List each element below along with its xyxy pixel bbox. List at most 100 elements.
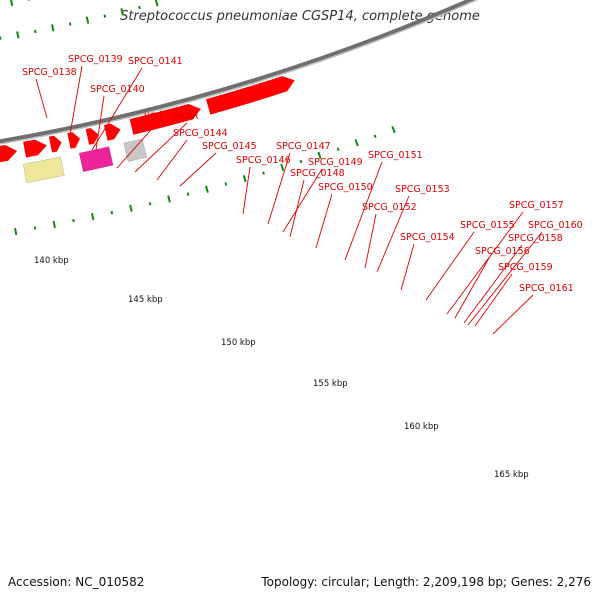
label-leaders	[35, 65, 543, 335]
gene-label: SPCG_0154	[400, 232, 455, 243]
scale-tick	[242, 175, 247, 183]
scale-label: 150 kbp	[221, 338, 256, 348]
label-leader-line	[364, 213, 377, 269]
gene-label: SPCG_0148	[290, 168, 345, 179]
scale-tick	[33, 226, 37, 230]
accession-text: Accession: NC_010582	[8, 575, 145, 589]
label-leader-line	[315, 193, 333, 249]
scale-tick	[280, 163, 285, 171]
scale-tick	[186, 192, 190, 196]
scale-tick	[10, 0, 14, 7]
gene-arrow	[23, 139, 47, 158]
label-leader-line	[95, 95, 105, 151]
label-leader-line	[400, 243, 415, 291]
scale-tick	[154, 0, 159, 7]
scale-tick	[14, 227, 18, 236]
scale-tick	[27, 0, 30, 1]
label-leader-line	[474, 273, 513, 327]
gene-label: SPCG_0149	[308, 157, 363, 168]
gene-arrow	[67, 132, 80, 149]
scale-label: 140 kbp	[34, 256, 69, 266]
gene-arrow	[129, 104, 201, 135]
gene-label: SPCG_0145	[202, 141, 257, 152]
scale-tick	[336, 147, 340, 152]
gene-label: SPCG_0147	[276, 141, 331, 152]
gene-arrow	[104, 123, 121, 141]
gene-label: SPCG_0153	[395, 184, 450, 195]
feature-block	[123, 138, 148, 162]
label-leader-line	[156, 139, 188, 181]
scale-tick	[16, 31, 20, 39]
label-leader-line	[344, 161, 383, 261]
feature-tracks	[23, 138, 148, 184]
gene-label: SPCG_0161	[519, 283, 574, 294]
genome-backbone	[0, 0, 479, 145]
gene-label: SPCG_0158	[508, 233, 563, 244]
backbone-arc	[0, 0, 479, 145]
label-leader-line	[68, 65, 83, 141]
label-leader-line	[134, 122, 188, 173]
label-leader-line	[454, 257, 490, 319]
gene-arrows	[0, 76, 295, 163]
scale-tick	[317, 151, 322, 160]
feature-block	[78, 146, 114, 172]
scale-tick	[148, 202, 152, 206]
scale-label: 165 kbp	[494, 470, 529, 480]
scale-tick	[51, 24, 55, 32]
scale-tick	[120, 8, 124, 16]
gene-label: SPCG_0152	[362, 202, 417, 213]
scale-tick	[129, 204, 133, 212]
label-leader-line	[492, 294, 534, 335]
gene-label: SPCG_0156	[475, 246, 530, 257]
scale-tick	[354, 139, 359, 147]
gene-label: SPCG_0160	[528, 220, 583, 231]
scale-tick	[68, 22, 72, 26]
gene-arrow	[0, 145, 18, 163]
gene-label: SPCG_0144	[173, 128, 228, 139]
scale-tick	[34, 29, 37, 34]
scale-tick	[103, 14, 107, 18]
scale-tick	[0, 36, 2, 40]
gene-label: mutR	[173, 111, 199, 122]
gene-label: SPCG_0139	[68, 54, 123, 65]
scale-tick	[167, 195, 171, 203]
scale-tick	[262, 171, 265, 175]
label-leader-line	[116, 121, 159, 169]
gene-label: SPCG_0151	[368, 150, 423, 161]
backbone-arc	[0, 0, 478, 145]
label-leader-line	[179, 152, 217, 187]
label-leader-line	[35, 78, 48, 119]
gene-arrow	[48, 135, 62, 153]
scale-label: 160 kbp	[404, 422, 439, 432]
gene-label: SPCG_0157	[509, 200, 564, 211]
tick-marks	[0, 0, 396, 236]
gene-label: SPCG_0140	[90, 84, 145, 95]
scale-label: 145 kbp	[128, 295, 163, 305]
label-leader-line	[425, 231, 475, 301]
kbp-scale: 140 kbp 145 kbp 150 kbp 155 kbp 160 kbp 165 k…	[34, 256, 529, 480]
scale-tick	[85, 16, 90, 24]
gene-arrow	[85, 128, 99, 145]
label-leader-line	[376, 195, 410, 273]
gene-label: SPCG_0146	[236, 155, 291, 166]
label-leader-line	[463, 244, 523, 324]
scale-tick	[391, 125, 396, 134]
scale-tick	[110, 210, 114, 215]
map-title: Streptococcus pneumoniae CGSP14, complet…	[120, 9, 480, 24]
gene-label: SPCG_0150	[318, 182, 373, 193]
gene-label: SPCG_0141	[128, 56, 183, 67]
gene-label: ugd	[144, 110, 162, 121]
genome-summary: Topology: circular; Length: 2,209,198 bp…	[261, 575, 591, 589]
scale-label: 155 kbp	[313, 379, 348, 389]
gene-label: SPCG_0155	[460, 220, 515, 231]
label-leader-line	[91, 67, 143, 151]
scale-tick	[205, 185, 209, 193]
scale-tick	[72, 218, 75, 223]
scale-tick	[224, 182, 228, 186]
label-leader-line	[267, 152, 291, 225]
label-leader-line	[446, 211, 524, 315]
label-leader-line	[289, 179, 305, 238]
scale-tick	[91, 213, 95, 221]
